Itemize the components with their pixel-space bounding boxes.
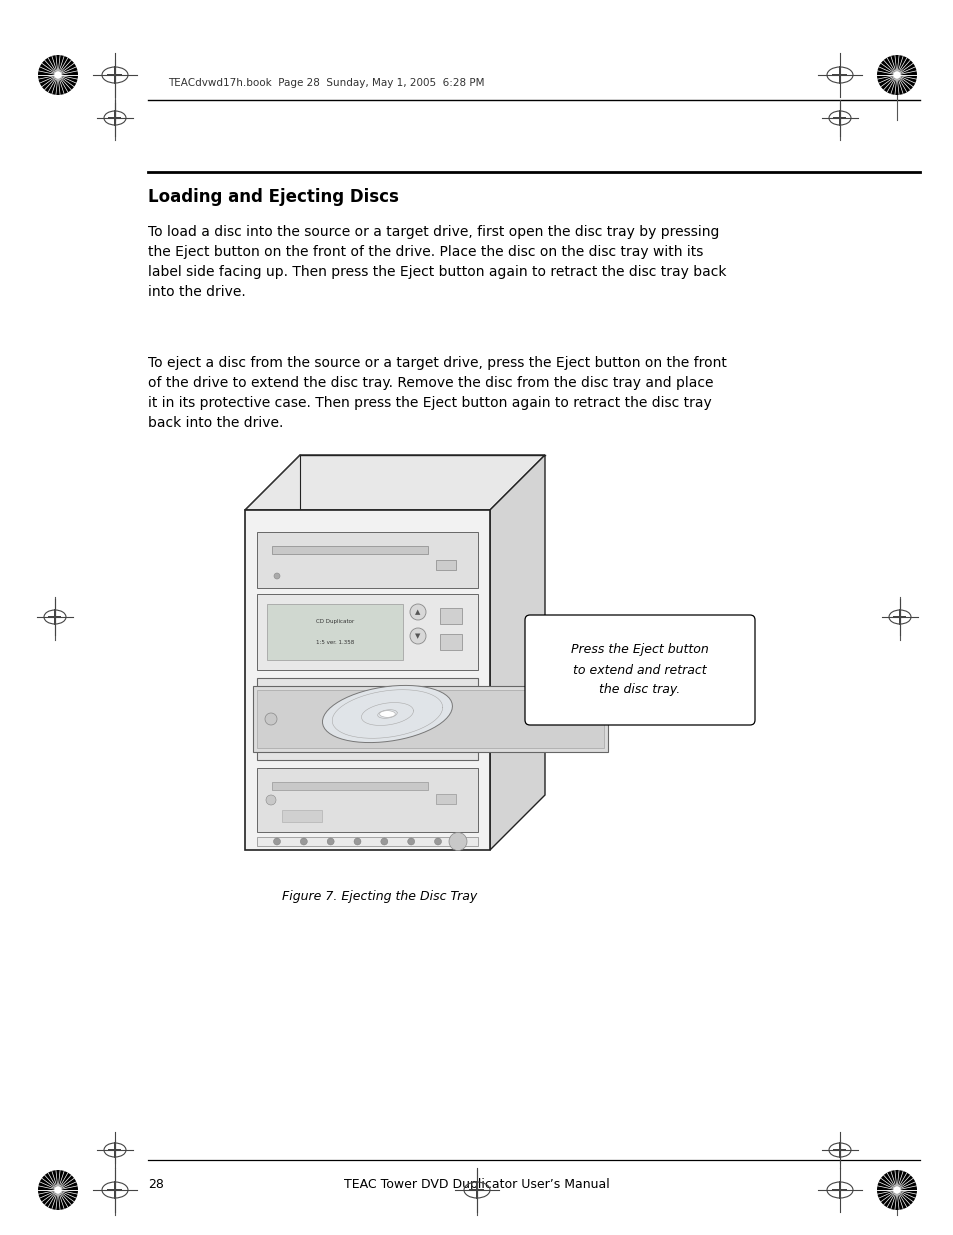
Polygon shape (379, 710, 395, 718)
FancyBboxPatch shape (267, 604, 402, 659)
FancyBboxPatch shape (256, 690, 603, 748)
Circle shape (300, 839, 307, 845)
FancyBboxPatch shape (256, 768, 477, 832)
FancyBboxPatch shape (272, 546, 428, 555)
Text: Press the Eject button
to extend and retract
the disc tray.: Press the Eject button to extend and ret… (571, 643, 708, 697)
Polygon shape (322, 685, 452, 742)
Text: ▼: ▼ (415, 634, 420, 638)
Text: CD Duplicator: CD Duplicator (315, 620, 354, 625)
Circle shape (876, 56, 916, 95)
Circle shape (892, 1187, 900, 1193)
Text: Figure 7. Ejecting the Disc Tray: Figure 7. Ejecting the Disc Tray (282, 890, 477, 903)
Polygon shape (490, 454, 544, 850)
FancyBboxPatch shape (256, 837, 477, 846)
Circle shape (54, 1187, 62, 1193)
Circle shape (407, 839, 415, 845)
Circle shape (892, 72, 900, 79)
Text: To load a disc into the source or a target drive, first open the disc tray by pr: To load a disc into the source or a targ… (148, 225, 726, 299)
FancyBboxPatch shape (439, 634, 461, 650)
FancyBboxPatch shape (439, 608, 461, 624)
FancyBboxPatch shape (524, 615, 754, 725)
FancyBboxPatch shape (282, 810, 322, 823)
Circle shape (434, 839, 441, 845)
Circle shape (354, 839, 360, 845)
Circle shape (274, 839, 280, 845)
Circle shape (38, 56, 78, 95)
FancyBboxPatch shape (256, 532, 477, 588)
Circle shape (410, 604, 426, 620)
Circle shape (38, 1170, 78, 1210)
Text: ▲: ▲ (415, 609, 420, 615)
FancyBboxPatch shape (272, 782, 428, 790)
Text: TEACdvwd17h.book  Page 28  Sunday, May 1, 2005  6:28 PM: TEACdvwd17h.book Page 28 Sunday, May 1, … (168, 78, 484, 88)
Circle shape (410, 629, 426, 643)
Circle shape (274, 573, 280, 579)
Circle shape (380, 839, 388, 845)
Text: 28: 28 (148, 1178, 164, 1191)
Text: TEAC Tower DVD Duplicator User’s Manual: TEAC Tower DVD Duplicator User’s Manual (344, 1178, 609, 1191)
FancyBboxPatch shape (256, 594, 477, 671)
Text: Loading and Ejecting Discs: Loading and Ejecting Discs (148, 188, 398, 206)
Text: 1:5 ver. 1.358: 1:5 ver. 1.358 (315, 640, 354, 645)
Text: To eject a disc from the source or a target drive, press the Eject button on the: To eject a disc from the source or a tar… (148, 356, 726, 430)
Circle shape (876, 1170, 916, 1210)
FancyBboxPatch shape (245, 510, 490, 850)
FancyBboxPatch shape (436, 794, 456, 804)
Circle shape (449, 832, 467, 851)
Polygon shape (245, 454, 544, 510)
FancyBboxPatch shape (253, 685, 607, 752)
Circle shape (327, 839, 334, 845)
FancyBboxPatch shape (436, 559, 456, 571)
Circle shape (54, 72, 62, 79)
FancyBboxPatch shape (256, 678, 477, 760)
Circle shape (265, 713, 276, 725)
Circle shape (266, 795, 275, 805)
